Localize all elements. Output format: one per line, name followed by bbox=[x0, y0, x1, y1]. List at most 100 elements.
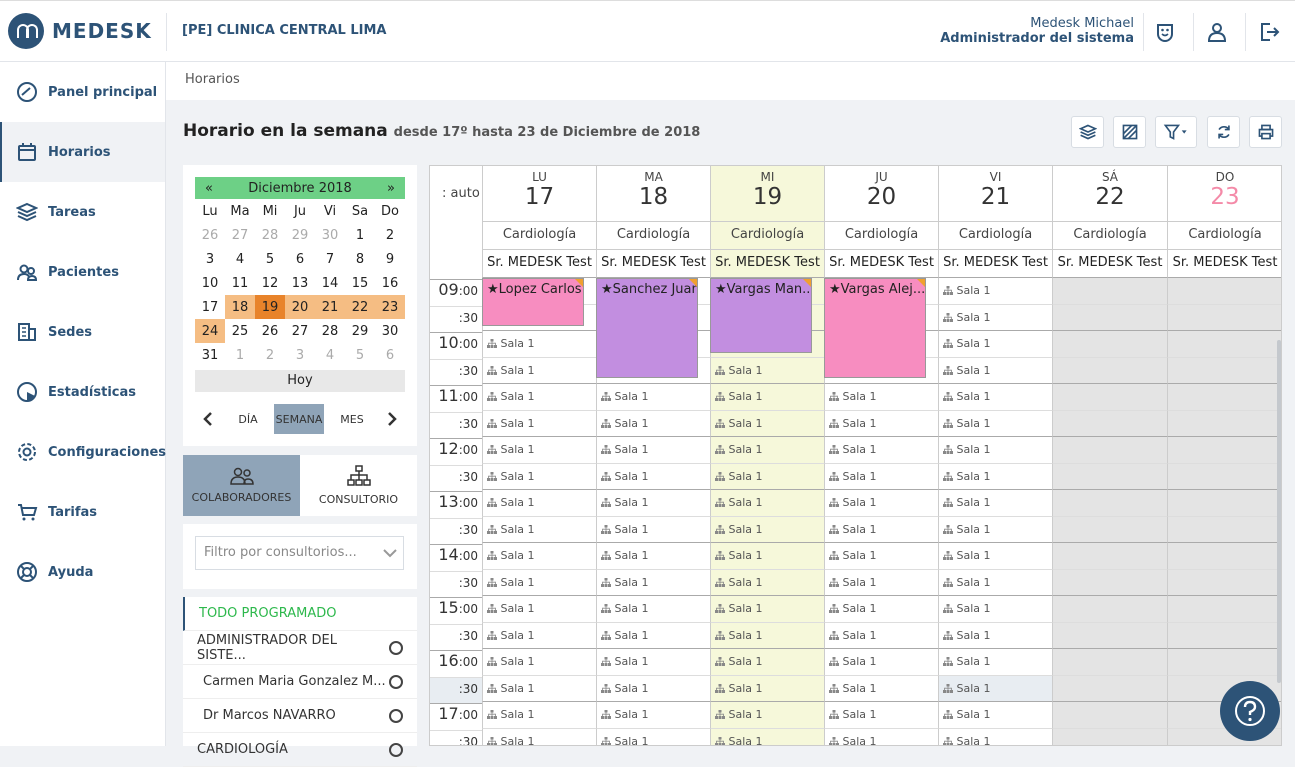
time-slot[interactable]: Sala 1 bbox=[482, 727, 596, 745]
time-slot[interactable] bbox=[1052, 621, 1167, 648]
calendar-day[interactable]: 18 bbox=[225, 295, 255, 319]
calendar-day[interactable]: 26 bbox=[261, 323, 279, 339]
time-slot[interactable]: Sala 1 bbox=[710, 436, 824, 463]
calendar-day[interactable]: 26 bbox=[201, 227, 219, 243]
calendar-month[interactable]: Diciembre 2018 bbox=[248, 180, 352, 196]
time-slot[interactable]: Sala 1 bbox=[710, 727, 824, 745]
time-slot[interactable]: Sala 1 bbox=[824, 542, 938, 569]
calendar-day[interactable]: 23 bbox=[375, 295, 405, 319]
time-slot[interactable] bbox=[1167, 277, 1281, 304]
time-slot[interactable]: Sala 1 bbox=[596, 436, 710, 463]
view-week-button[interactable]: SEMANA bbox=[274, 404, 324, 434]
calendar-day[interactable]: 8 bbox=[355, 251, 365, 267]
prev-month-button[interactable]: « bbox=[205, 180, 213, 196]
prev-period-button[interactable] bbox=[195, 404, 221, 434]
calendar-day[interactable]: 20 bbox=[285, 295, 315, 319]
calendar-day[interactable]: 4 bbox=[235, 251, 245, 267]
day-column-header[interactable]: DO 23 Cardiología Sr. MEDESK Test bbox=[1167, 166, 1281, 277]
time-slot[interactable]: Sala 1 bbox=[596, 515, 710, 542]
time-slot[interactable]: Sala 1 bbox=[482, 489, 596, 516]
calendar-day[interactable]: 15 bbox=[351, 275, 369, 291]
today-button[interactable]: Hoy bbox=[195, 370, 405, 392]
calendar-day[interactable]: 21 bbox=[315, 295, 345, 319]
calendar-day[interactable]: 3 bbox=[205, 251, 215, 267]
time-slot[interactable]: Sala 1 bbox=[482, 648, 596, 675]
time-slot[interactable]: Sala 1 bbox=[596, 595, 710, 622]
time-slot[interactable] bbox=[1167, 568, 1281, 595]
calendar-day[interactable]: 2 bbox=[265, 347, 275, 363]
time-slot[interactable] bbox=[1052, 489, 1167, 516]
sidebar-item-ayuda[interactable]: Ayuda bbox=[0, 542, 165, 602]
time-slot[interactable]: Sala 1 bbox=[596, 648, 710, 675]
calendar-day[interactable]: 30 bbox=[321, 227, 339, 243]
time-slot[interactable] bbox=[1167, 542, 1281, 569]
time-slot[interactable]: Sala 1 bbox=[710, 595, 824, 622]
time-slot[interactable]: Sala 1 bbox=[596, 383, 710, 410]
sidebar-item-estadisticas[interactable]: Estadísticas bbox=[0, 362, 165, 422]
appointment-block[interactable]: ★Sanchez Juan bbox=[596, 278, 698, 378]
list-item[interactable]: ADMINISTRADOR DEL SISTE... bbox=[183, 631, 417, 665]
time-slot[interactable]: Sala 1 bbox=[482, 621, 596, 648]
time-slot[interactable]: Sala 1 bbox=[938, 489, 1052, 516]
radio-button[interactable] bbox=[389, 708, 403, 723]
radio-button[interactable] bbox=[389, 674, 403, 689]
tab-colaboradores[interactable]: COLABORADORES bbox=[183, 455, 300, 516]
day-column-header[interactable]: SÁ 22 Cardiología Sr. MEDESK Test bbox=[1052, 166, 1167, 277]
time-slot[interactable] bbox=[1052, 648, 1167, 675]
tab-consultorio[interactable]: CONSULTORIO bbox=[300, 455, 417, 516]
time-slot[interactable]: Sala 1 bbox=[710, 462, 824, 489]
time-slot[interactable] bbox=[1052, 462, 1167, 489]
time-slot[interactable]: Sala 1 bbox=[938, 436, 1052, 463]
time-slot[interactable] bbox=[1052, 383, 1167, 410]
time-slot[interactable]: Sala 1 bbox=[938, 383, 1052, 410]
calendar-day[interactable]: 28 bbox=[321, 323, 339, 339]
calendar-day[interactable]: 2 bbox=[385, 227, 395, 243]
time-slot[interactable]: Sala 1 bbox=[938, 303, 1052, 330]
time-slot[interactable]: Sala 1 bbox=[938, 621, 1052, 648]
appointment-block[interactable]: ★Vargas Man... bbox=[710, 278, 812, 353]
time-slot[interactable] bbox=[1052, 409, 1167, 436]
time-slot[interactable]: Sala 1 bbox=[596, 542, 710, 569]
time-slot[interactable]: Sala 1 bbox=[938, 515, 1052, 542]
time-slot[interactable]: Sala 1 bbox=[824, 648, 938, 675]
time-slot[interactable]: Sala 1 bbox=[938, 568, 1052, 595]
calendar-day[interactable]: 13 bbox=[291, 275, 309, 291]
time-slot[interactable] bbox=[1167, 436, 1281, 463]
time-slot[interactable] bbox=[1167, 462, 1281, 489]
calendar-day[interactable]: 25 bbox=[231, 323, 249, 339]
time-slot[interactable]: Sala 1 bbox=[710, 489, 824, 516]
time-slot[interactable]: Sala 1 bbox=[710, 515, 824, 542]
time-slot[interactable]: Sala 1 bbox=[596, 568, 710, 595]
time-slot[interactable]: Sala 1 bbox=[824, 462, 938, 489]
sidebar-item-pacientes[interactable]: Pacientes bbox=[0, 242, 165, 302]
time-slot[interactable]: Sala 1 bbox=[710, 674, 824, 701]
time-slot[interactable]: Sala 1 bbox=[710, 568, 824, 595]
time-slot[interactable]: Sala 1 bbox=[824, 568, 938, 595]
time-slot[interactable]: Sala 1 bbox=[596, 489, 710, 516]
time-slot[interactable]: Sala 1 bbox=[938, 727, 1052, 745]
time-slot[interactable]: Sala 1 bbox=[596, 621, 710, 648]
calendar-day[interactable]: 17 bbox=[201, 299, 219, 315]
time-slot[interactable]: Sala 1 bbox=[824, 436, 938, 463]
time-slot[interactable] bbox=[1052, 330, 1167, 357]
time-slot[interactable] bbox=[1052, 436, 1167, 463]
logout-icon[interactable] bbox=[1255, 18, 1283, 46]
filter-button[interactable] bbox=[1155, 116, 1197, 148]
time-slot[interactable] bbox=[1167, 489, 1281, 516]
time-slot[interactable]: Sala 1 bbox=[482, 462, 596, 489]
time-slot[interactable]: Sala 1 bbox=[938, 356, 1052, 383]
day-column-header[interactable]: MA 18 Cardiología Sr. MEDESK Test bbox=[596, 166, 710, 277]
room-filter-select[interactable]: Filtro por consultorios... bbox=[195, 536, 404, 570]
time-slot[interactable]: Sala 1 bbox=[482, 515, 596, 542]
time-slot[interactable] bbox=[1167, 621, 1281, 648]
time-slot[interactable] bbox=[1052, 515, 1167, 542]
time-slot[interactable] bbox=[1052, 277, 1167, 304]
calendar-day[interactable]: 29 bbox=[291, 227, 309, 243]
time-slot[interactable]: Sala 1 bbox=[710, 621, 824, 648]
calendar-day[interactable]: 5 bbox=[265, 251, 275, 267]
time-slot[interactable] bbox=[1167, 648, 1281, 675]
day-column-header[interactable]: VI 21 Cardiología Sr. MEDESK Test bbox=[938, 166, 1052, 277]
refresh-button[interactable] bbox=[1207, 116, 1240, 148]
time-slot[interactable] bbox=[1052, 674, 1167, 701]
support-face-icon[interactable] bbox=[1151, 18, 1179, 46]
